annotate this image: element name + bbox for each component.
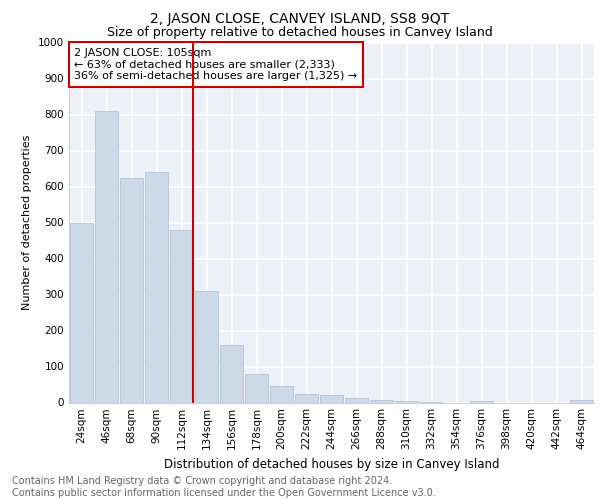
Bar bbox=[270, 386, 293, 402]
Bar bbox=[120, 178, 143, 402]
Bar bbox=[220, 345, 243, 403]
Bar bbox=[395, 400, 418, 402]
Bar bbox=[195, 291, 218, 403]
Y-axis label: Number of detached properties: Number of detached properties bbox=[22, 135, 32, 310]
Bar bbox=[570, 400, 593, 402]
Bar bbox=[470, 401, 493, 402]
Bar bbox=[170, 230, 193, 402]
Bar bbox=[95, 111, 118, 403]
Bar bbox=[295, 394, 318, 402]
X-axis label: Distribution of detached houses by size in Canvey Island: Distribution of detached houses by size … bbox=[164, 458, 499, 471]
Bar bbox=[70, 222, 93, 402]
Bar bbox=[345, 398, 368, 402]
Bar bbox=[320, 394, 343, 402]
Text: Size of property relative to detached houses in Canvey Island: Size of property relative to detached ho… bbox=[107, 26, 493, 39]
Bar bbox=[145, 172, 168, 402]
Bar bbox=[245, 374, 268, 402]
Text: 2 JASON CLOSE: 105sqm
← 63% of detached houses are smaller (2,333)
36% of semi-d: 2 JASON CLOSE: 105sqm ← 63% of detached … bbox=[74, 48, 358, 81]
Bar bbox=[370, 400, 393, 402]
Text: Contains HM Land Registry data © Crown copyright and database right 2024.
Contai: Contains HM Land Registry data © Crown c… bbox=[12, 476, 436, 498]
Text: 2, JASON CLOSE, CANVEY ISLAND, SS8 9QT: 2, JASON CLOSE, CANVEY ISLAND, SS8 9QT bbox=[151, 12, 449, 26]
